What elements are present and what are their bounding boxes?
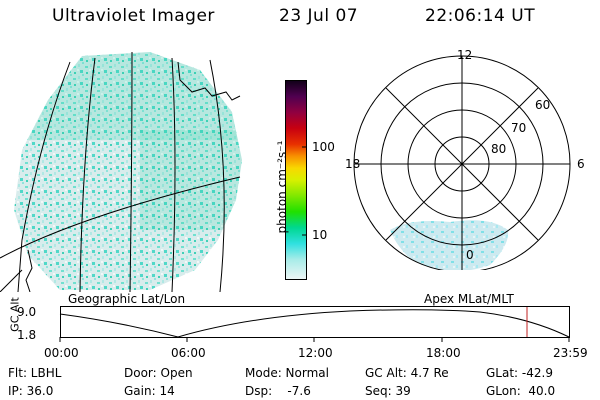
glat-info: GLat: -42.9 [486, 366, 553, 380]
geographic-image [0, 51, 242, 292]
gc-alt-info: GC Alt: 4.7 Re [365, 366, 449, 380]
glon-info: GLon: 40.0 [486, 384, 556, 398]
polar-emission-region [390, 220, 509, 270]
y-tick-1-8: 1.8 [17, 328, 37, 342]
mlt-label-0: 0 [466, 248, 474, 262]
ip-info: IP: 36.0 [8, 384, 54, 398]
timeline-right-title: Apex MLat/MLT [424, 292, 514, 306]
colorbar-tick-100: 100 [312, 140, 335, 154]
filter-info: Flt: LBHL [8, 366, 62, 380]
time-label: 22:06:14 UT [425, 6, 536, 26]
auroral-emission-region [14, 52, 242, 290]
gain-info: Gain: 14 [124, 384, 175, 398]
date-label: 23 Jul 07 [279, 6, 359, 26]
colorbar-tick-10: 10 [312, 228, 328, 242]
colorbar [285, 80, 307, 280]
x-tick-1200: 12:00 [298, 346, 333, 360]
x-tick-1800: 18:00 [426, 346, 461, 360]
lat-label-60: 60 [535, 98, 551, 112]
x-tick-0600: 06:00 [171, 346, 206, 360]
polar-plot [353, 55, 571, 270]
coastline [25, 61, 241, 292]
seq-info: Seq: 39 [365, 384, 411, 398]
altitude-curve [59, 309, 570, 338]
x-tick-2359: 23:59 [553, 346, 588, 360]
y-tick-9: 9.0 [17, 305, 37, 319]
mlt-label-6: 6 [577, 157, 585, 171]
instrument-title: Ultraviolet Imager [52, 6, 215, 26]
x-tick-0000: 00:00 [44, 346, 79, 360]
colorbar-label: photon cm⁻²s⁻¹ [275, 140, 289, 234]
door-info: Door: Open [124, 366, 193, 380]
mode-info: Mode: Normal [245, 366, 329, 380]
timeline-left-title: Geographic Lat/Lon [68, 292, 186, 306]
lat-label-70: 70 [511, 121, 527, 135]
altitude-timeline [59, 306, 570, 342]
longitude-grid [0, 51, 225, 292]
lat-label-80: 80 [491, 142, 507, 156]
latitude-grid [0, 176, 241, 259]
mlt-label-18: 18 [345, 157, 361, 171]
dsp-info: Dsp: -7.6 [245, 384, 311, 398]
mlt-label-12: 12 [457, 48, 473, 62]
